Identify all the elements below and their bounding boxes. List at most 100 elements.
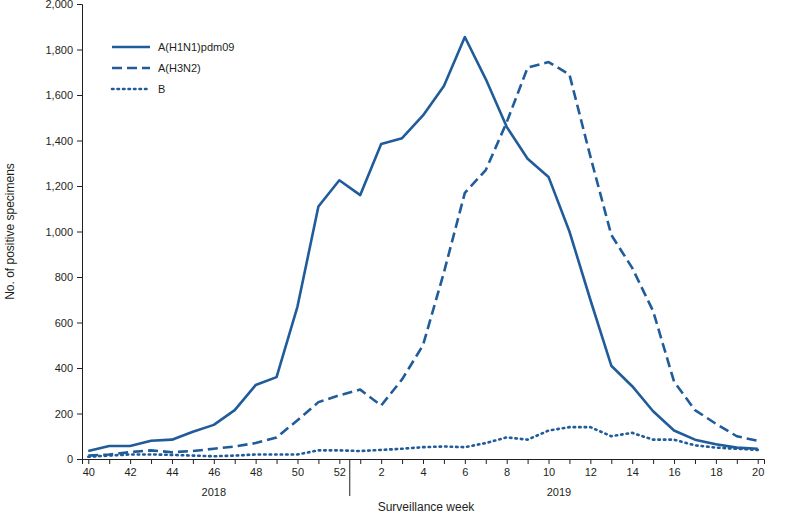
x-axis-line [83, 460, 765, 465]
y-tick-label: 0 [67, 453, 73, 465]
x-tick-mark [569, 459, 570, 464]
x-tick: 44 [166, 459, 178, 478]
x-tick-label: 44 [166, 466, 178, 478]
x-tick: 20 [752, 459, 764, 478]
legend-swatch [112, 67, 150, 70]
x-tick-mark [318, 459, 319, 464]
x-tick [695, 459, 696, 464]
x-tick [277, 459, 278, 464]
x-tick-mark [88, 459, 89, 464]
x-tick [360, 459, 361, 464]
x-tick [235, 459, 236, 464]
x-tick-label: 10 [543, 466, 555, 478]
x-tick [486, 459, 487, 464]
x-tick-mark [339, 459, 340, 464]
legend: A(H1N1)pdm09A(H3N2)B [112, 41, 234, 95]
y-tick: 1,000 [45, 226, 82, 238]
y-tick-mark [77, 232, 82, 233]
x-tick-mark [172, 459, 173, 464]
y-tick: 200 [55, 408, 82, 420]
y-tick-mark [77, 141, 82, 142]
x-tick [611, 459, 612, 464]
x-tick-mark [277, 459, 278, 464]
x-tick [528, 459, 529, 464]
y-tick: 0 [67, 453, 82, 465]
y-tick: 2,000 [45, 0, 82, 10]
x-tick-label: 48 [250, 466, 262, 478]
x-tick: 14 [627, 459, 639, 478]
x-tick-mark [109, 459, 110, 464]
x-tick-label: 46 [208, 466, 220, 478]
x-axis: 404244464850522468101214161820 [83, 459, 765, 478]
y-tick: 400 [55, 362, 82, 374]
legend-label: B [158, 83, 165, 95]
x-tick-mark [528, 459, 529, 464]
x-tick-mark [130, 459, 131, 464]
x-tick: 42 [124, 459, 136, 478]
series-line [88, 62, 757, 456]
y-axis-line [77, 5, 83, 460]
x-tick: 4 [420, 459, 426, 478]
x-tick-mark [674, 459, 675, 464]
y-tick-mark [77, 186, 82, 187]
y-tick-label: 400 [55, 362, 73, 374]
x-tick: 8 [504, 459, 510, 478]
x-tick-label: 42 [124, 466, 136, 478]
chart: 02004006008001,0001,2001,4001,6001,8002,… [0, 0, 811, 514]
x-tick-mark [758, 459, 759, 464]
x-tick: 50 [292, 459, 304, 478]
x-tick-mark [297, 459, 298, 464]
y-tick: 1,600 [45, 89, 82, 101]
x-tick-label: 16 [668, 466, 680, 478]
year-label: 2018 [202, 486, 226, 498]
x-tick-label: 6 [462, 466, 468, 478]
x-tick [402, 459, 403, 464]
y-tick: 1,400 [45, 135, 82, 147]
x-tick: 6 [462, 459, 468, 478]
x-tick-mark [737, 459, 738, 464]
series-line [88, 37, 757, 451]
x-tick: 52 [334, 459, 346, 478]
x-tick-label: 50 [292, 466, 304, 478]
y-tick: 800 [55, 271, 82, 283]
x-tick-label: 18 [710, 466, 722, 478]
x-tick-mark [695, 459, 696, 464]
x-tick-mark [381, 459, 382, 464]
x-tick: 12 [585, 459, 597, 478]
x-tick-mark [151, 459, 152, 464]
x-tick: 48 [250, 459, 262, 478]
y-tick-label: 2,000 [45, 0, 73, 10]
x-tick-mark [214, 459, 215, 464]
y-tick-mark [77, 4, 82, 5]
x-tick-mark [716, 459, 717, 464]
x-tick-mark [193, 459, 194, 464]
y-tick-mark [77, 414, 82, 415]
x-tick-mark [235, 459, 236, 464]
x-tick: 46 [208, 459, 220, 478]
y-tick-label: 1,400 [45, 135, 73, 147]
x-tick-mark [423, 459, 424, 464]
x-tick-mark [632, 459, 633, 464]
x-tick [737, 459, 738, 464]
y-tick-mark [77, 323, 82, 324]
x-tick-label: 14 [627, 466, 639, 478]
legend-label: A(H3N2) [158, 62, 201, 74]
legend-swatch [112, 46, 150, 49]
y-tick-mark [77, 50, 82, 51]
y-tick-mark [77, 459, 82, 460]
x-tick: 16 [668, 459, 680, 478]
x-tick-mark [486, 459, 487, 464]
y-tick-label: 1,800 [45, 44, 73, 56]
y-tick-label: 200 [55, 408, 73, 420]
x-tick: 18 [710, 459, 722, 478]
x-tick-label: 8 [504, 466, 510, 478]
y-tick-label: 1,000 [45, 226, 73, 238]
x-tick-label: 4 [420, 466, 426, 478]
x-tick-mark [549, 459, 550, 464]
x-tick-label: 2 [379, 466, 385, 478]
x-tick-label: 52 [334, 466, 346, 478]
x-tick-mark [653, 459, 654, 464]
x-tick-mark [360, 459, 361, 464]
y-axis: 02004006008001,0001,2001,4001,6001,8002,… [45, 0, 82, 465]
lines [88, 37, 757, 457]
